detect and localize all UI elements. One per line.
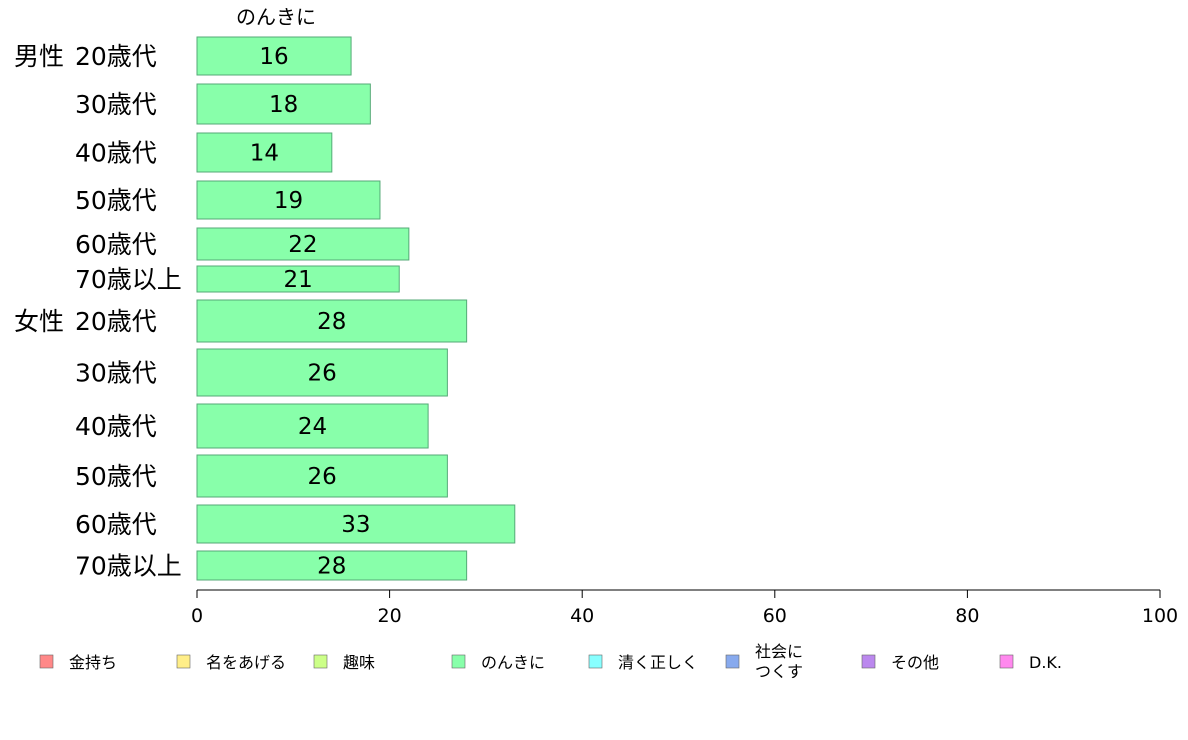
bar	[196, 299, 468, 343]
legend-swatch	[999, 654, 1014, 669]
legend-label: その他	[891, 653, 939, 672]
bar	[196, 180, 381, 220]
legend-label: 社会につくす	[755, 642, 803, 681]
legend-label-line: 金持ち	[69, 653, 117, 672]
x-tick-label: 80	[955, 605, 979, 627]
legend-label: 名をあげる	[206, 653, 286, 672]
bar	[196, 83, 371, 125]
bar	[196, 265, 400, 293]
category-label: 70歳以上	[75, 265, 182, 294]
category-label: 50歳代	[75, 462, 157, 491]
category-label: 40歳代	[75, 412, 157, 441]
bar	[196, 227, 410, 261]
data-label: 26	[308, 464, 337, 490]
category-label: 20歳代	[75, 307, 157, 336]
x-tick-label: 60	[763, 605, 787, 627]
category-label: 40歳代	[75, 139, 157, 168]
legend-swatch	[39, 654, 54, 669]
data-label: 18	[269, 92, 298, 118]
category-label: 60歳代	[75, 230, 157, 259]
x-tick-label: 20	[378, 605, 402, 627]
category-label: 30歳代	[75, 359, 157, 388]
data-label: 26	[308, 361, 337, 387]
bar	[196, 348, 448, 397]
data-label: 24	[298, 414, 327, 440]
bar	[196, 454, 448, 498]
bar	[196, 403, 429, 449]
category-label: 20歳代	[75, 42, 157, 71]
legend-label-line: のんきに	[481, 653, 545, 672]
legend-label-line: その他	[891, 653, 939, 672]
legend-swatch	[451, 654, 466, 669]
data-label: 19	[274, 188, 303, 214]
legend-label-line: D.K.	[1029, 653, 1062, 672]
bar	[196, 550, 468, 581]
bar	[196, 504, 516, 544]
legend-label: 趣味	[343, 653, 375, 672]
legend-label: のんきに	[481, 653, 545, 672]
data-label: 22	[288, 232, 317, 258]
group-label: 男性	[14, 42, 64, 71]
legend-swatch	[176, 654, 191, 669]
data-label: 33	[341, 512, 370, 538]
legend-swatch	[313, 654, 328, 669]
data-label: 14	[250, 141, 279, 167]
data-label: 28	[317, 554, 346, 580]
category-label: 60歳代	[75, 510, 157, 539]
legend-label-line: 清く正しく	[618, 653, 698, 672]
bar	[196, 36, 352, 76]
category-label: 70歳以上	[75, 552, 182, 581]
x-tick-label: 0	[191, 605, 203, 627]
x-tick-label: 40	[570, 605, 594, 627]
data-label: 28	[317, 309, 346, 335]
legend-label: D.K.	[1029, 653, 1062, 672]
legend-label-line: 社会に	[755, 642, 803, 661]
legend-label-line: つくす	[755, 662, 803, 681]
data-label: 16	[259, 44, 288, 70]
legend-label-line: 趣味	[343, 653, 375, 672]
legend-swatch	[588, 654, 603, 669]
category-label: 30歳代	[75, 90, 157, 119]
series-title: のんきに	[236, 5, 316, 29]
legend-label: 金持ち	[69, 653, 117, 672]
legend-label: 清く正しく	[618, 653, 698, 672]
category-label: 50歳代	[75, 186, 157, 215]
bar	[196, 132, 333, 173]
group-label: 女性	[14, 307, 64, 336]
legend-label-line: 名をあげる	[206, 653, 286, 672]
data-label: 21	[283, 267, 312, 293]
x-tick-label: 100	[1142, 605, 1178, 627]
legend-swatch	[725, 654, 740, 669]
legend-swatch	[861, 654, 876, 669]
